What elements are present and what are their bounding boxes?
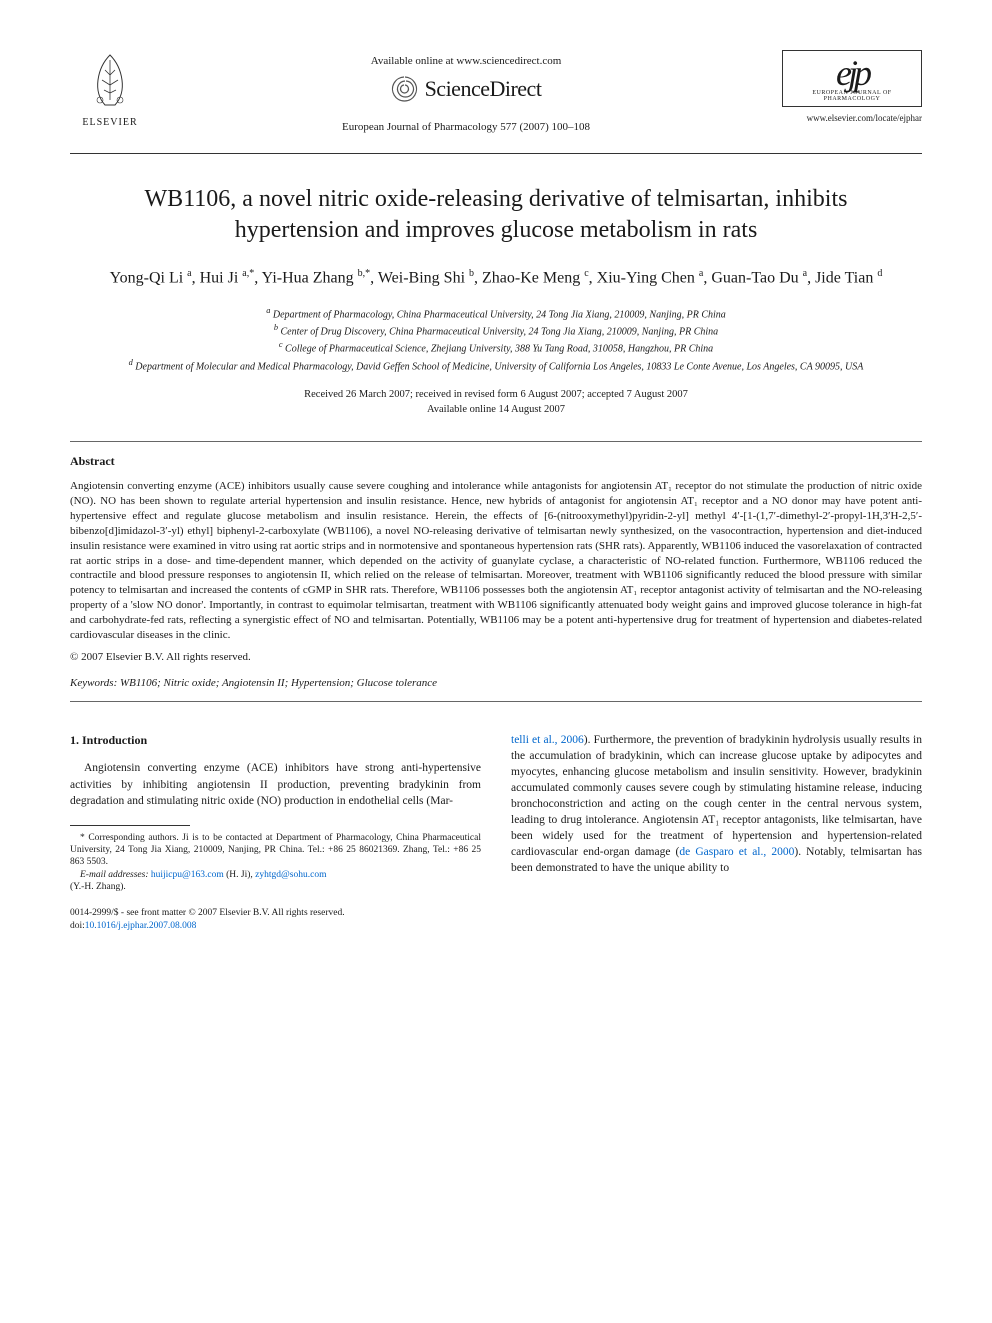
email-line: E-mail addresses: huijicpu@163.com (H. J… — [70, 869, 481, 881]
article-dates: Received 26 March 2007; received in revi… — [70, 388, 922, 417]
authors-line: Yong-Qi Li a, Hui Ji a,*, Yi-Hua Zhang b… — [70, 266, 922, 290]
front-matter-line: 0014-2999/$ - see front matter © 2007 El… — [70, 907, 481, 919]
elsevier-logo: ELSEVIER — [70, 50, 150, 128]
ejp-logo-block: ejp EUROPEAN JOURNAL OF PHARMACOLOGY www… — [782, 50, 922, 123]
sciencedirect-logo: ScienceDirect — [150, 75, 782, 103]
abstract-heading: Abstract — [70, 454, 922, 469]
citation-martelli[interactable]: telli et al., 2006 — [511, 734, 584, 746]
section-1-heading: 1. Introduction — [70, 732, 481, 749]
body-columns: 1. Introduction Angiotensin converting e… — [70, 732, 922, 932]
affiliations-block: a Department of Pharmacology, China Phar… — [70, 305, 922, 374]
doi-link[interactable]: 10.1016/j.ejphar.2007.08.008 — [85, 921, 197, 931]
doi-block: 0014-2999/$ - see front matter © 2007 El… — [70, 907, 481, 932]
header-rule — [70, 153, 922, 154]
keywords-label: Keywords: — [70, 677, 117, 689]
abstract-copyright: © 2007 Elsevier B.V. All rights reserved… — [70, 651, 922, 663]
right-column: telli et al., 2006). Furthermore, the pr… — [511, 732, 922, 932]
elsevier-tree-icon — [80, 50, 140, 110]
article-title: WB1106, a novel nitric oxide-releasing d… — [70, 184, 922, 246]
abstract-top-rule — [70, 441, 922, 442]
keywords-text: WB1106; Nitric oxide; Angiotensin II; Hy… — [120, 677, 437, 689]
page-header: ELSEVIER Available online at www.science… — [70, 50, 922, 133]
footnote-block: * Corresponding authors. Ji is to be con… — [70, 832, 481, 894]
available-online-text: Available online at www.sciencedirect.co… — [150, 55, 782, 67]
ejp-url: www.elsevier.com/locate/ejphar — [782, 113, 922, 123]
journal-reference: European Journal of Pharmacology 577 (20… — [150, 121, 782, 133]
email-label: E-mail addresses: — [80, 870, 149, 880]
footnote-rule — [70, 825, 190, 826]
abstract-bottom-rule — [70, 701, 922, 702]
affiliation-c: c College of Pharmaceutical Science, Zhe… — [70, 339, 922, 356]
affiliation-b: b Center of Drug Discovery, China Pharma… — [70, 322, 922, 339]
keywords-line: Keywords: WB1106; Nitric oxide; Angioten… — [70, 677, 922, 689]
ejp-box: ejp EUROPEAN JOURNAL OF PHARMACOLOGY — [782, 50, 922, 107]
abstract-body: Angiotensin converting enzyme (ACE) inhi… — [70, 479, 922, 642]
online-date: Available online 14 August 2007 — [70, 403, 922, 418]
left-column: 1. Introduction Angiotensin converting e… — [70, 732, 481, 932]
elsevier-label: ELSEVIER — [70, 117, 150, 128]
received-date: Received 26 March 2007; received in revi… — [70, 388, 922, 403]
email-link-1[interactable]: huijicpu@163.com — [151, 870, 224, 880]
intro-para-right: telli et al., 2006). Furthermore, the pr… — [511, 732, 922, 877]
corresponding-author-note: * Corresponding authors. Ji is to be con… — [70, 832, 481, 869]
citation-degasparo[interactable]: de Gasparo et al., 2000 — [679, 846, 794, 858]
email-link-2[interactable]: zyhtgd@sohu.com — [255, 870, 326, 880]
sciencedirect-text: ScienceDirect — [425, 76, 542, 102]
email-name-2: (Y.-H. Zhang). — [70, 881, 481, 893]
ejp-subtitle: EUROPEAN JOURNAL OF PHARMACOLOGY — [789, 90, 915, 102]
intro-para-left: Angiotensin converting enzyme (ACE) inhi… — [70, 760, 481, 808]
affiliation-d: d Department of Molecular and Medical Ph… — [70, 357, 922, 374]
sciencedirect-icon — [391, 75, 419, 103]
ejp-letters: ejp — [789, 59, 915, 88]
header-center: Available online at www.sciencedirect.co… — [150, 50, 782, 133]
doi-line: doi:10.1016/j.ejphar.2007.08.008 — [70, 920, 481, 932]
email-name-1: (H. Ji), — [226, 870, 253, 880]
affiliation-a: a Department of Pharmacology, China Phar… — [70, 305, 922, 322]
